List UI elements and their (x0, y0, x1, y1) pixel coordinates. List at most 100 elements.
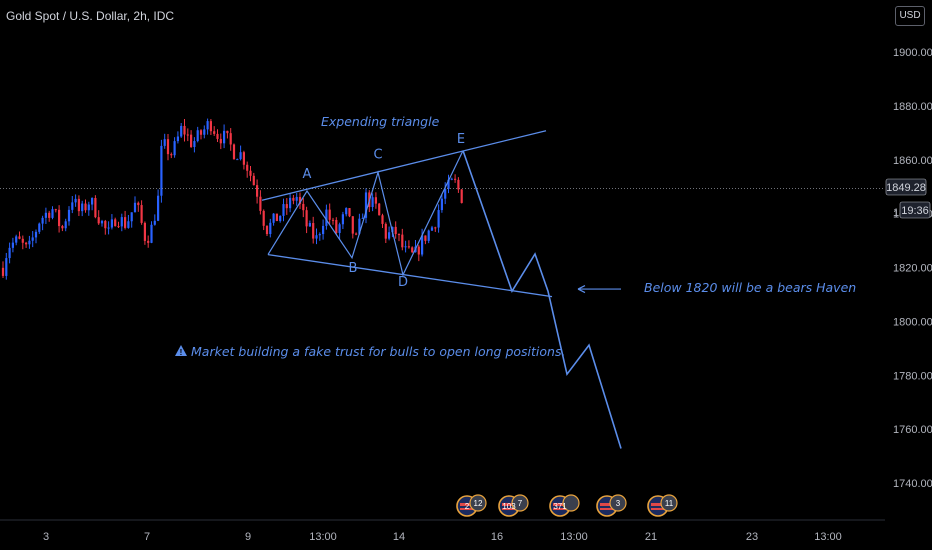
candle-body (163, 139, 166, 146)
candle-body (262, 210, 265, 226)
event-count-circle (660, 494, 678, 512)
candle-body (371, 197, 374, 208)
candle-body (226, 130, 229, 134)
candle-body (15, 236, 18, 243)
candle-body (143, 222, 146, 241)
candle-body (351, 216, 354, 234)
candle-body (91, 198, 94, 205)
candle-body (176, 136, 179, 142)
candle-body (256, 185, 259, 197)
candle-body (328, 209, 331, 220)
price-tick-label: 1860.00 (893, 155, 932, 167)
candle-body (236, 159, 239, 161)
wave-point-a: A (303, 167, 312, 182)
candle-body (345, 208, 348, 215)
time-tick-label: 14 (393, 531, 405, 543)
event-badge[interactable]: 3 (596, 494, 627, 517)
candle-body (216, 133, 219, 139)
candle-body (97, 217, 100, 224)
events-row: 2 12 103 7 371 3 11 (456, 494, 678, 517)
candle-body (358, 218, 361, 234)
candle-body (41, 217, 44, 224)
triangle-upper-line[interactable] (261, 130, 547, 201)
candle-body (199, 130, 203, 135)
candle-body (209, 121, 212, 132)
candle-body (322, 225, 325, 235)
event-badge[interactable]: 2 12 (456, 494, 487, 517)
warning-icon-mark: ! (180, 348, 183, 357)
candle-body (110, 219, 113, 228)
candle-body (305, 210, 308, 227)
candle-body (137, 202, 140, 206)
candle-body (34, 231, 38, 238)
candle-body (361, 217, 364, 219)
chart-background (0, 0, 885, 520)
event-count: 3 (616, 499, 621, 508)
candle-body (120, 217, 123, 227)
candle-body (338, 224, 341, 233)
event-badge[interactable]: 11 (647, 494, 678, 517)
candle-body (84, 203, 87, 211)
flag-stripe (502, 503, 516, 506)
flag-stripe (553, 503, 567, 506)
candle-body (308, 223, 311, 227)
candle-body (325, 209, 328, 226)
candle-body (8, 247, 11, 259)
price-tick-label: 1780.00 (893, 370, 932, 382)
candle-body (133, 202, 137, 213)
candle-body (331, 219, 335, 221)
flag-stripe (651, 508, 665, 510)
price-tick-label: 1740.00 (893, 478, 932, 490)
flag-stripe (460, 508, 474, 510)
candle-body (147, 240, 150, 243)
candle-body (242, 152, 245, 165)
time-tick-label: 16 (491, 531, 503, 543)
projection-path[interactable] (462, 150, 622, 449)
candle-body (374, 197, 377, 204)
candle-body (312, 223, 315, 239)
price-tick-label: 1880.00 (893, 101, 932, 113)
abcde-wave[interactable] (267, 150, 464, 277)
event-badge[interactable]: 103 7 (498, 494, 529, 517)
currency-button[interactable]: USD (895, 6, 925, 26)
candle-body (67, 209, 71, 222)
candle-body (180, 125, 183, 137)
triangle-lower-line[interactable] (267, 253, 553, 298)
warning-icon (175, 345, 187, 356)
candle-body (114, 219, 117, 227)
symbol-title[interactable]: Gold Spot / U.S. Dollar, 2h, IDC (6, 9, 175, 23)
candle-body (219, 138, 222, 144)
wave-point-e: E (457, 132, 465, 147)
candle-body (421, 235, 424, 255)
flag-stripe (600, 508, 614, 510)
price-tick-label: 1760.00 (893, 424, 932, 436)
candle-body (232, 144, 236, 160)
flag-stripe (651, 503, 665, 506)
flag-stripe (553, 508, 567, 510)
candle-body (417, 246, 420, 255)
candle-body (285, 204, 288, 209)
candle-body (269, 222, 272, 235)
candle-body (440, 198, 443, 211)
time-tick-label: 23 (746, 531, 758, 543)
event-badge[interactable]: 371 (549, 494, 580, 517)
candle-body (282, 204, 285, 216)
candle-body (381, 215, 384, 224)
candle-body (186, 134, 189, 136)
candle-body (348, 208, 351, 217)
candle-body (31, 237, 34, 241)
candle-body (341, 214, 344, 225)
candle-body (51, 209, 54, 218)
candle-body (460, 189, 463, 203)
price-axis[interactable]: 1900.001880.001860.001840.001820.001800.… (893, 47, 932, 490)
time-tick-label: 21 (645, 531, 657, 543)
time-axis[interactable]: 3 7 9 13:00 14 16 13:00 21 23 13:00 (43, 531, 842, 543)
candle-body (54, 209, 57, 211)
wave-point-d: D (398, 275, 408, 290)
event-label: 103 (502, 502, 516, 511)
candle-body (173, 141, 176, 156)
time-tick-label: 13:00 (814, 531, 842, 543)
candle-body (203, 129, 206, 135)
candle-body (130, 212, 133, 222)
